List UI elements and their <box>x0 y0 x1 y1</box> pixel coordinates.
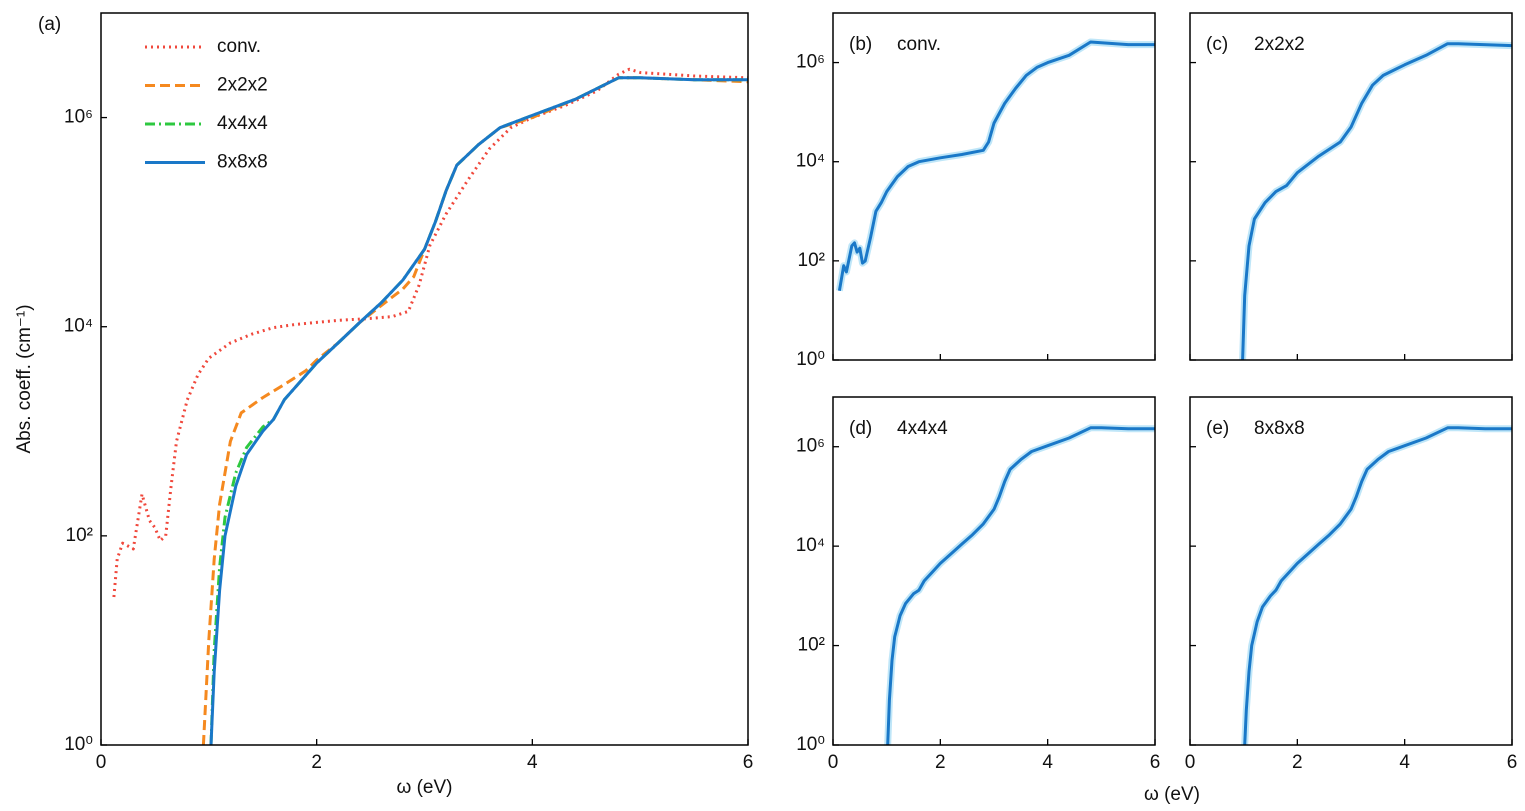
legend-label: conv. <box>217 36 261 57</box>
y-tick-label: 10⁴ <box>796 535 825 556</box>
x-tick-label: 2 <box>1292 752 1303 773</box>
panel-title: 2x2x2 <box>1254 34 1305 55</box>
panel-label: (d) <box>849 418 872 439</box>
uncertainty-band <box>1239 40 1513 361</box>
y-tick-label: 10⁰ <box>796 734 825 755</box>
y-tick-label: 10⁰ <box>796 349 825 370</box>
panel-label: (a) <box>38 14 61 35</box>
x-tick-label: 6 <box>743 752 754 773</box>
y-tick-label: 10⁶ <box>796 436 825 457</box>
series-line <box>886 426 1155 746</box>
y-tick-label: 10² <box>798 635 825 656</box>
series-line <box>1241 42 1513 361</box>
x-axis-label: ω (eV) <box>396 777 452 798</box>
panel-label: (b) <box>849 34 872 55</box>
legend-label: 4x4x4 <box>217 113 268 134</box>
x-tick-label: 4 <box>1042 752 1053 773</box>
panel-label: (c) <box>1206 34 1228 55</box>
series-line <box>1243 426 1512 746</box>
plot-frame <box>832 12 1156 361</box>
x-tick-label: 4 <box>1399 752 1410 773</box>
x-tick-label: 2 <box>935 752 946 773</box>
panel-label: (e) <box>1206 418 1229 439</box>
series-line <box>209 76 748 746</box>
series-line <box>837 40 1155 291</box>
y-tick-label: 10² <box>66 525 93 546</box>
legend-label: 8x8x8 <box>217 152 268 173</box>
series-line <box>209 76 748 746</box>
y-tick-label: 10⁴ <box>796 151 825 172</box>
panel-title: 4x4x4 <box>897 418 948 439</box>
x-tick-label: 0 <box>96 752 107 773</box>
series-line <box>112 67 749 598</box>
plot-frame <box>100 12 749 746</box>
y-tick-label: 10⁴ <box>64 316 93 337</box>
series-line <box>201 76 749 746</box>
plot-frame <box>1189 12 1513 361</box>
panel-title: conv. <box>897 34 941 55</box>
plot-frame <box>1189 396 1513 746</box>
uncertainty-band <box>1241 424 1512 746</box>
shared-x-label: ω (eV) <box>1144 784 1200 805</box>
uncertainty-band <box>884 424 1155 746</box>
y-axis-label: Abs. coeff. (cm⁻¹) <box>14 304 35 453</box>
y-tick-label: 10⁶ <box>64 107 93 128</box>
x-tick-label: 2 <box>311 752 322 773</box>
plot-frame <box>832 396 1156 746</box>
x-tick-label: 4 <box>527 752 538 773</box>
legend-label: 2x2x2 <box>217 75 268 96</box>
panel-title: 8x8x8 <box>1254 418 1305 439</box>
y-tick-label: 10² <box>798 250 825 271</box>
y-tick-label: 10⁶ <box>796 52 825 73</box>
x-tick-label: 6 <box>1150 752 1161 773</box>
y-tick-label: 10⁰ <box>64 734 93 755</box>
x-tick-label: 6 <box>1507 752 1518 773</box>
x-tick-label: 0 <box>828 752 839 773</box>
x-tick-label: 0 <box>1185 752 1196 773</box>
uncertainty-band <box>835 38 1155 292</box>
